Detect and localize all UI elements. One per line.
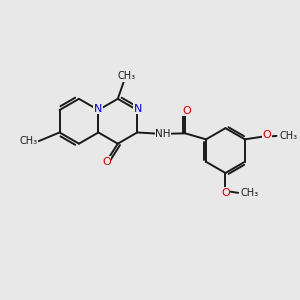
Text: O: O <box>102 157 111 167</box>
Text: CH₃: CH₃ <box>280 131 298 141</box>
Text: O: O <box>221 188 230 198</box>
Text: CH₃: CH₃ <box>117 71 136 81</box>
Text: N: N <box>134 104 142 114</box>
Text: CH₃: CH₃ <box>241 188 259 198</box>
Text: CH₃: CH₃ <box>20 136 38 146</box>
Text: O: O <box>182 106 191 116</box>
Text: NH: NH <box>155 129 170 139</box>
Text: N: N <box>94 104 102 114</box>
Text: O: O <box>262 130 272 140</box>
